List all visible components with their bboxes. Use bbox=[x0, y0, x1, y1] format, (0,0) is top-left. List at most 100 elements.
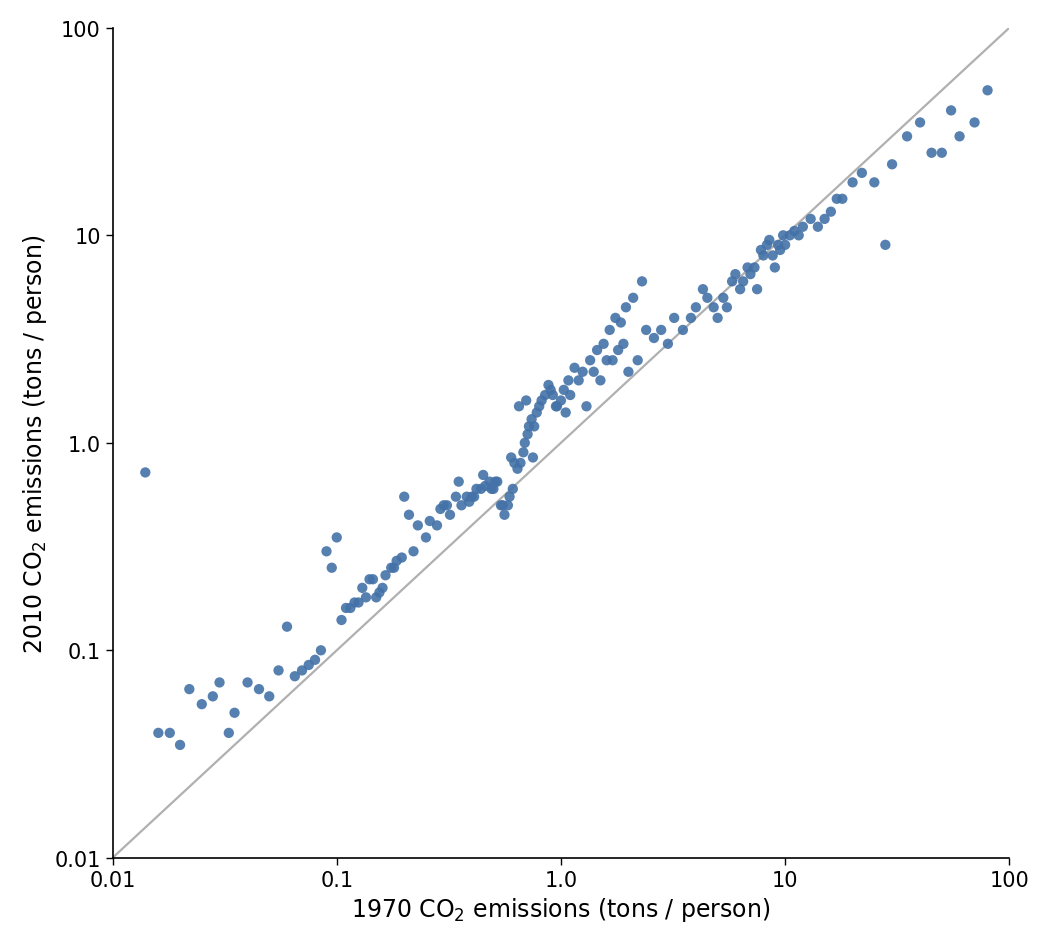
Point bbox=[300, 658, 317, 673]
Point bbox=[615, 337, 632, 352]
Point bbox=[682, 311, 699, 326]
Point bbox=[542, 383, 559, 398]
Point bbox=[548, 399, 565, 414]
Point bbox=[844, 176, 861, 191]
Point bbox=[715, 291, 732, 306]
Point bbox=[394, 550, 411, 565]
Point bbox=[517, 436, 533, 451]
Point bbox=[329, 531, 345, 546]
Point bbox=[436, 498, 453, 514]
Point bbox=[358, 590, 375, 605]
Point bbox=[951, 129, 968, 144]
Point bbox=[410, 518, 426, 533]
Point bbox=[294, 663, 311, 678]
Point bbox=[506, 456, 523, 471]
Point bbox=[749, 282, 765, 297]
Point bbox=[270, 663, 287, 678]
X-axis label: 1970 CO$_2$ emissions (tons / person): 1970 CO$_2$ emissions (tons / person) bbox=[351, 895, 771, 923]
Point bbox=[361, 572, 378, 587]
Point bbox=[629, 353, 646, 368]
Point bbox=[504, 481, 521, 497]
Point bbox=[562, 388, 579, 403]
Point bbox=[466, 490, 483, 505]
Point bbox=[495, 498, 511, 514]
Point bbox=[503, 450, 520, 465]
Point bbox=[459, 490, 476, 505]
Point bbox=[368, 590, 384, 605]
Point bbox=[171, 737, 188, 752]
Point bbox=[766, 261, 783, 276]
Point bbox=[350, 596, 366, 611]
Point bbox=[732, 282, 749, 297]
Point bbox=[854, 166, 870, 181]
Point bbox=[816, 212, 833, 228]
Point bbox=[727, 267, 743, 282]
Point bbox=[472, 481, 489, 497]
Point bbox=[318, 544, 335, 559]
Point bbox=[747, 261, 763, 276]
Point bbox=[501, 490, 518, 505]
Point bbox=[354, 581, 371, 596]
Point bbox=[753, 244, 770, 259]
Point bbox=[758, 238, 775, 253]
Point bbox=[764, 248, 781, 263]
Point bbox=[723, 275, 740, 290]
Point bbox=[633, 275, 650, 290]
Point bbox=[463, 490, 480, 505]
Point bbox=[364, 572, 381, 587]
Point bbox=[447, 490, 464, 505]
Point bbox=[338, 600, 355, 615]
Point bbox=[699, 291, 716, 306]
Point bbox=[468, 481, 485, 497]
Point bbox=[377, 568, 394, 583]
Point bbox=[453, 498, 469, 514]
Point bbox=[646, 331, 663, 346]
Point bbox=[385, 561, 402, 576]
Point bbox=[810, 220, 826, 235]
Point bbox=[401, 508, 418, 523]
Point bbox=[620, 364, 636, 379]
Point bbox=[421, 514, 438, 529]
Point bbox=[193, 697, 210, 712]
Point bbox=[795, 220, 812, 235]
Point bbox=[405, 544, 422, 559]
Point bbox=[525, 450, 542, 465]
Point bbox=[205, 689, 222, 704]
Point bbox=[755, 248, 772, 263]
Point bbox=[342, 600, 359, 615]
Point bbox=[521, 419, 538, 434]
Point bbox=[637, 323, 654, 338]
Point bbox=[278, 619, 295, 634]
Point bbox=[595, 337, 612, 352]
Point bbox=[528, 406, 545, 421]
Point bbox=[582, 353, 598, 368]
Point bbox=[866, 176, 883, 191]
Point bbox=[589, 343, 606, 358]
Point bbox=[612, 315, 629, 330]
Point bbox=[547, 399, 564, 414]
Point bbox=[555, 383, 572, 398]
Point bbox=[442, 508, 459, 523]
Point bbox=[418, 531, 435, 546]
Point bbox=[585, 364, 602, 379]
Point bbox=[287, 669, 303, 684]
Point bbox=[617, 300, 634, 315]
Point bbox=[625, 291, 642, 306]
Point bbox=[570, 374, 587, 389]
Point bbox=[428, 518, 445, 533]
Point bbox=[560, 374, 576, 389]
Point bbox=[239, 675, 256, 690]
Point bbox=[450, 475, 467, 490]
Point bbox=[899, 129, 916, 144]
Point bbox=[540, 378, 557, 393]
Point bbox=[777, 238, 794, 253]
Point bbox=[371, 585, 387, 600]
Point bbox=[943, 104, 960, 119]
Point bbox=[923, 146, 940, 161]
Point bbox=[884, 158, 901, 173]
Point bbox=[483, 481, 500, 497]
Point bbox=[346, 596, 363, 611]
Point bbox=[610, 343, 627, 358]
Point bbox=[537, 388, 553, 403]
Point bbox=[509, 462, 526, 477]
